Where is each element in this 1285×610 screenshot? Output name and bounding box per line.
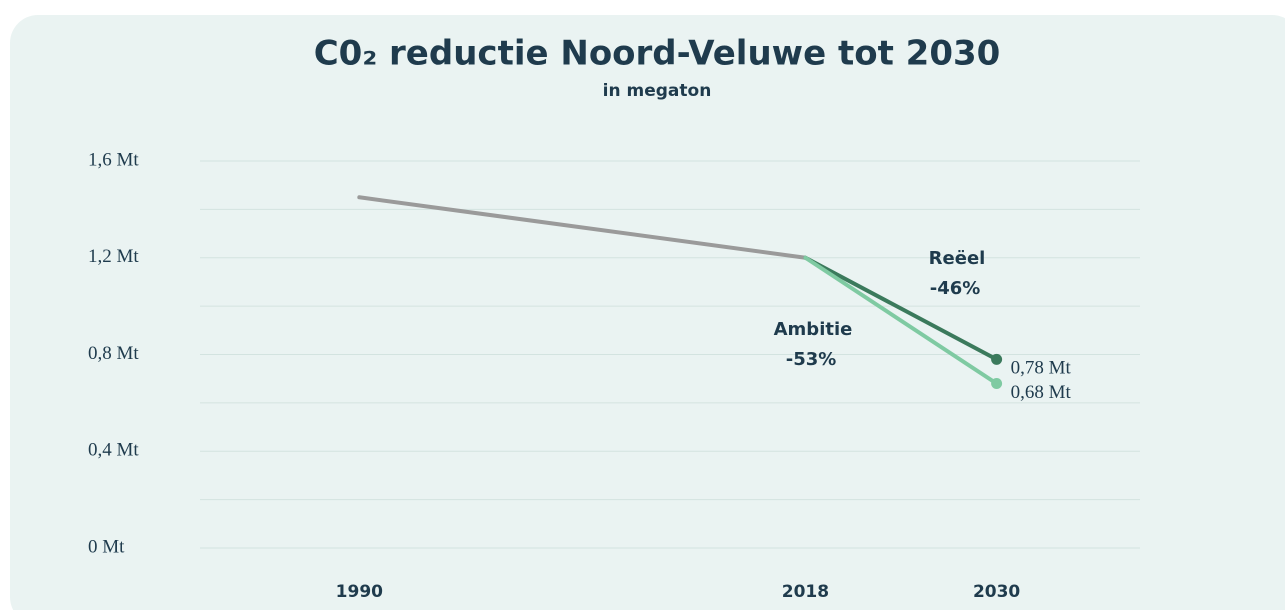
end-point xyxy=(991,378,1003,390)
chart-title: C0₂ reductie Noord-Veluwe tot 2030 xyxy=(314,34,1001,74)
series-change: -53% xyxy=(786,349,837,370)
y-tick-label: 0 Mt xyxy=(88,536,125,557)
x-tick-label: 1990 xyxy=(336,582,383,602)
y-tick-label: 1,2 Mt xyxy=(88,246,139,267)
y-tick-label: 0,4 Mt xyxy=(88,440,139,461)
x-tick-label: 2030 xyxy=(973,582,1020,602)
series-change: -46% xyxy=(930,278,981,299)
panel xyxy=(10,15,1285,610)
value-label: 0,68 Mt xyxy=(1011,382,1072,403)
series-name: Reëel xyxy=(929,248,986,269)
series-line xyxy=(357,195,808,260)
chart-subtitle: in megaton xyxy=(603,81,712,101)
value-label: 0,78 Mt xyxy=(1011,358,1072,379)
series-line xyxy=(803,255,999,362)
series-name: Ambitie xyxy=(774,319,853,340)
series-line xyxy=(803,255,999,386)
end-point xyxy=(991,353,1003,365)
y-tick-label: 0,8 Mt xyxy=(88,343,139,364)
y-tick-label: 1,6 Mt xyxy=(88,149,139,170)
x-tick-label: 2018 xyxy=(782,582,829,602)
